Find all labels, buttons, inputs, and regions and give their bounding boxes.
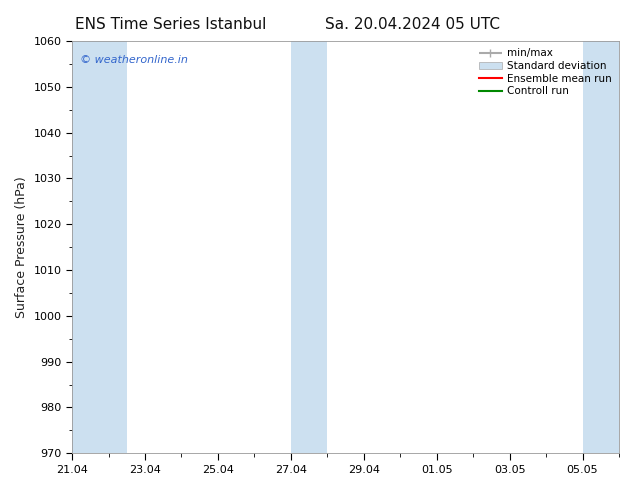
Bar xyxy=(583,41,601,453)
Bar xyxy=(90,41,127,453)
Y-axis label: Surface Pressure (hPa): Surface Pressure (hPa) xyxy=(15,176,28,318)
Legend: min/max, Standard deviation, Ensemble mean run, Controll run: min/max, Standard deviation, Ensemble me… xyxy=(477,46,614,98)
Text: ENS Time Series Istanbul: ENS Time Series Istanbul xyxy=(75,17,267,32)
Bar xyxy=(309,41,327,453)
Bar xyxy=(72,41,90,453)
Text: Sa. 20.04.2024 05 UTC: Sa. 20.04.2024 05 UTC xyxy=(325,17,500,32)
Text: © weatheronline.in: © weatheronline.in xyxy=(81,55,188,66)
Bar xyxy=(601,41,619,453)
Bar xyxy=(291,41,309,453)
